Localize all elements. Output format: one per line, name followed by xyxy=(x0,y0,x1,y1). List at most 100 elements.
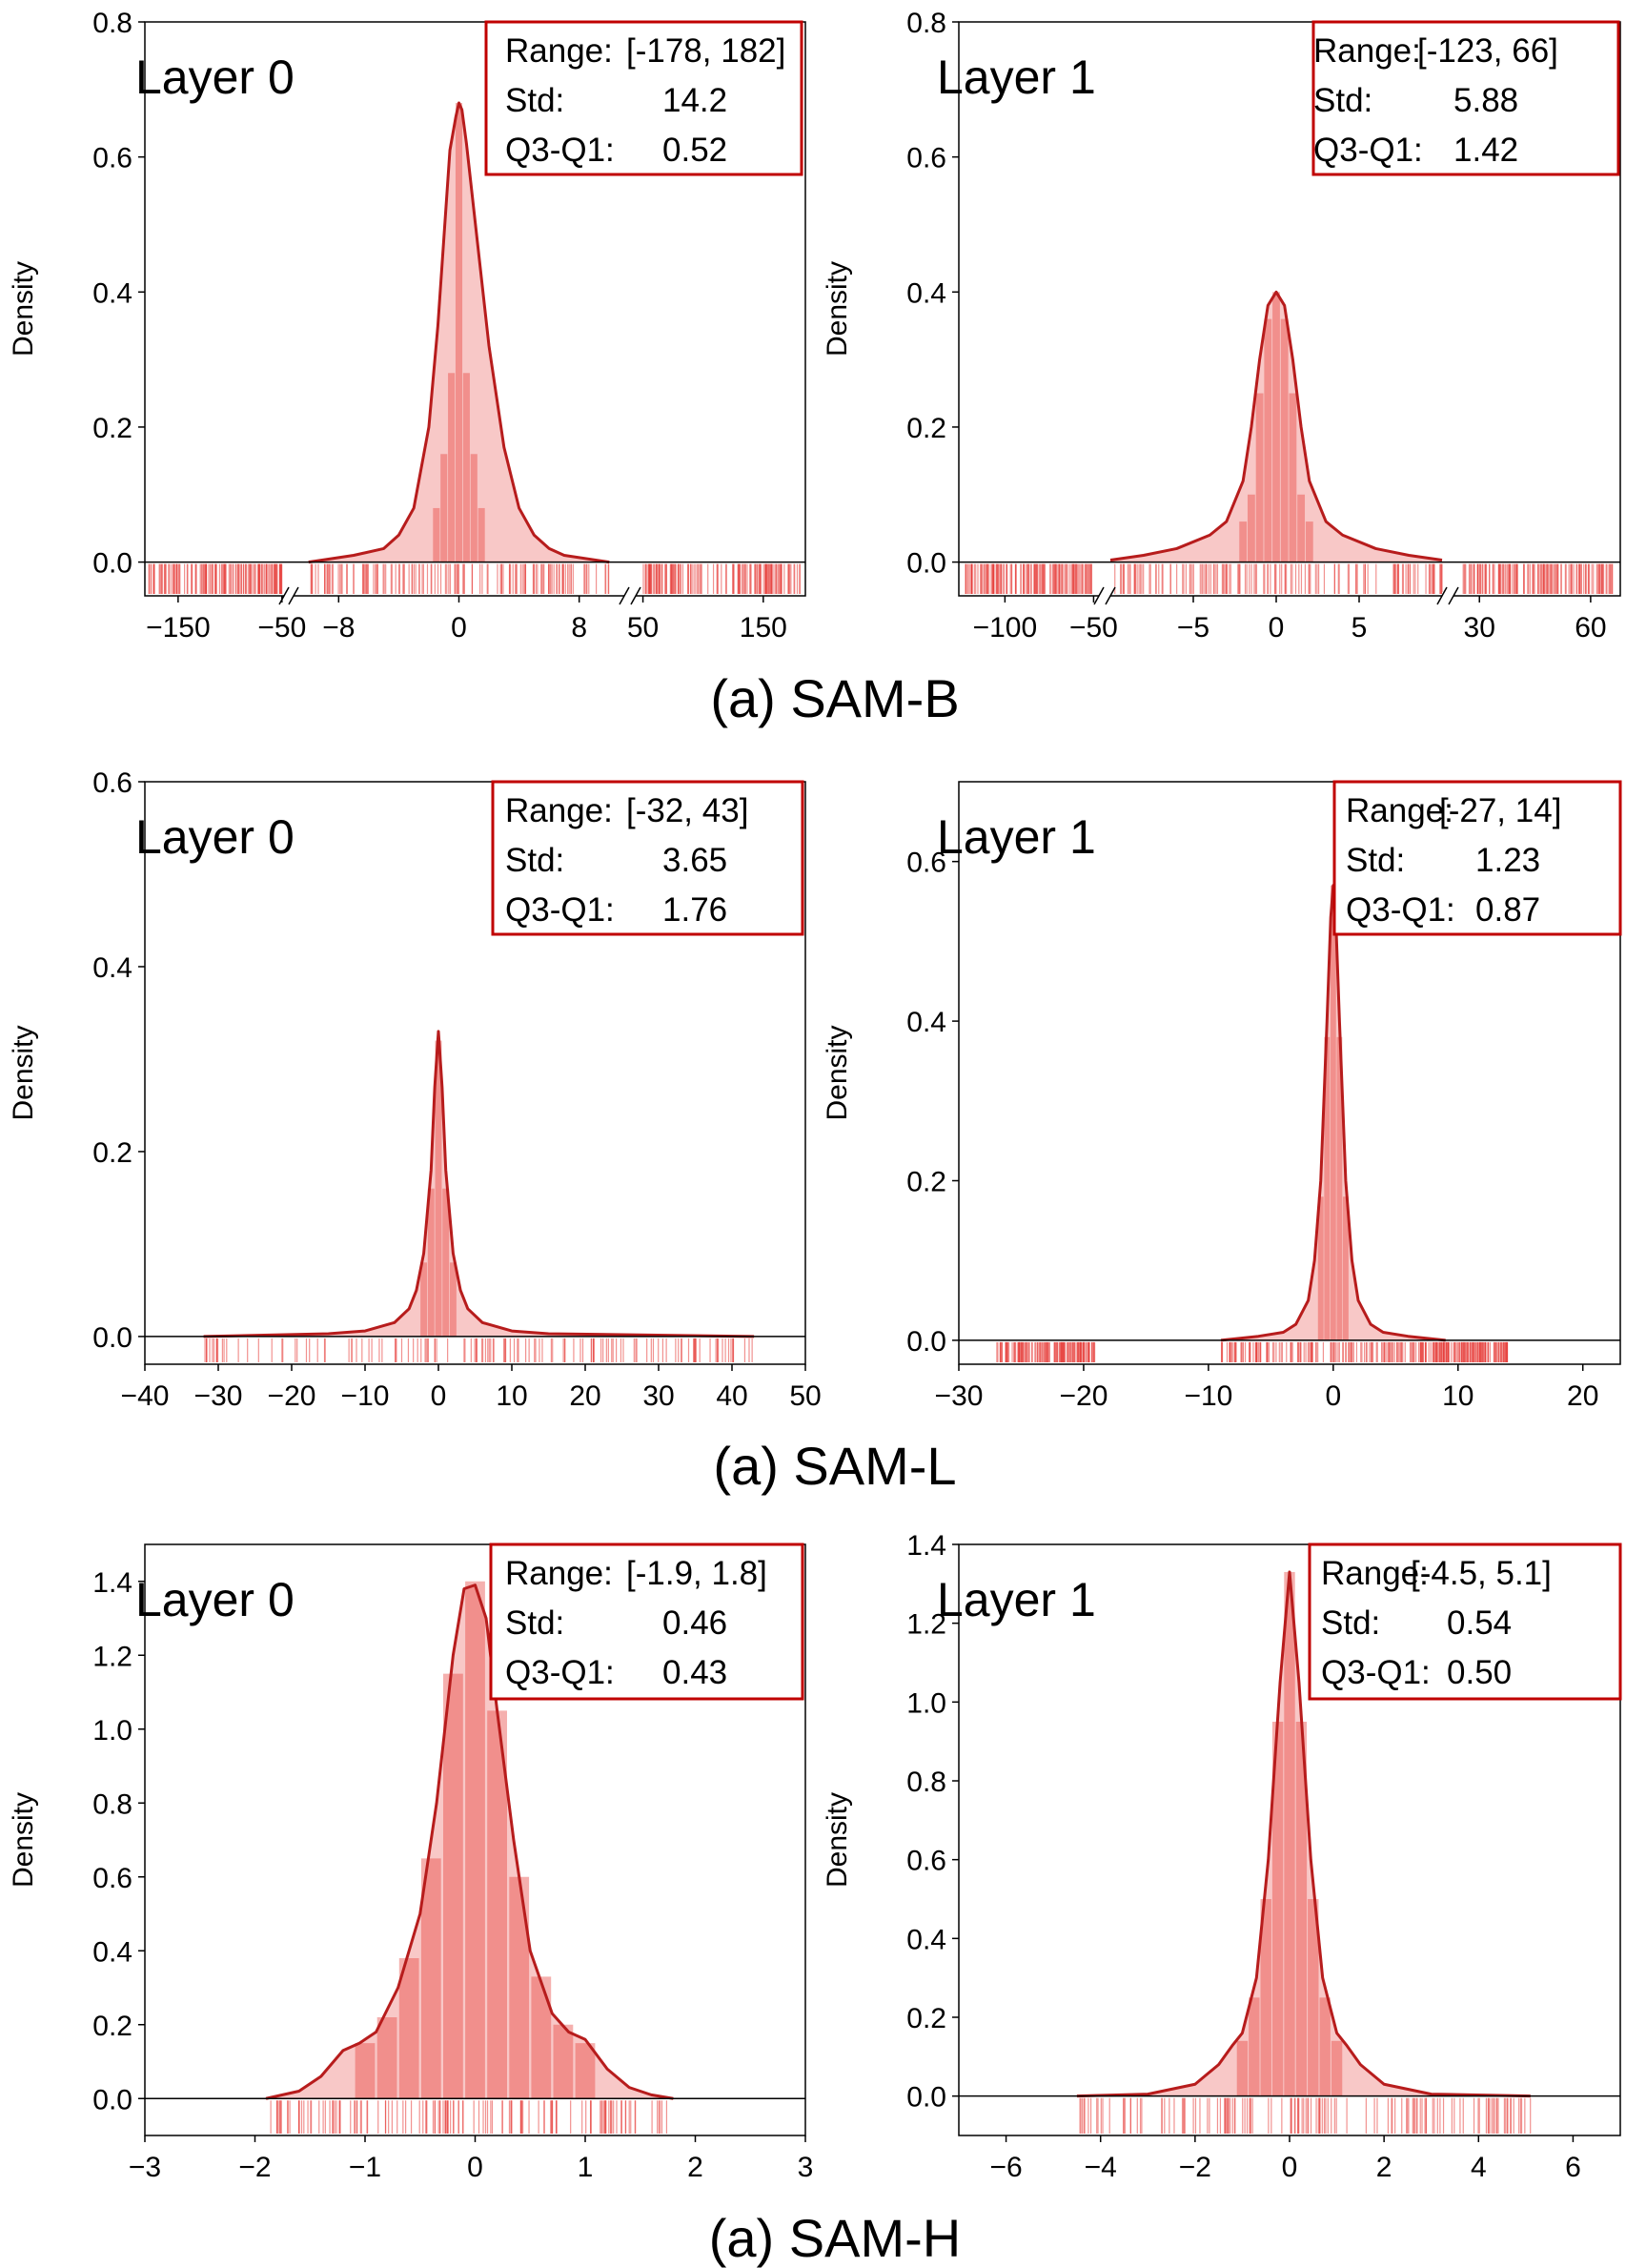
hist-bar xyxy=(553,2024,574,2099)
y-tick-label: 0.4 xyxy=(92,1936,132,1968)
hist-bar xyxy=(1280,318,1289,562)
stat-label: Std: xyxy=(1321,1604,1380,1642)
x-tick-label: −20 xyxy=(268,1380,316,1412)
y-tick-label: 0.2 xyxy=(92,2011,132,2042)
y-tick-label: 0.4 xyxy=(92,277,132,309)
x-tick-label: 3 xyxy=(798,2152,814,2183)
hist-bar xyxy=(531,1976,552,2099)
rug-marks xyxy=(204,1338,753,1362)
chart-sam-h-layer-1: 0.0 0.2 0.4 0.6 0.8 1.0 1.2 1.4 −6 −4 −2 0 2 4 6 Densit… xyxy=(822,1530,1622,2183)
hist-bar xyxy=(1295,1722,1308,2096)
stat-label: Range: xyxy=(1321,1555,1429,1592)
hist-bar xyxy=(1342,1196,1349,1340)
plot-frame xyxy=(958,21,1621,597)
hist-bar xyxy=(440,454,448,562)
caption-sam-b: (a) SAM-B xyxy=(710,668,959,728)
x-tick-label: 0 xyxy=(451,612,467,644)
kde-area xyxy=(1220,885,1446,1340)
y-tick-label: 0.8 xyxy=(906,8,946,39)
y-axis-label: Density xyxy=(8,261,39,357)
stat-label: Range: xyxy=(1313,32,1421,70)
hist-bar xyxy=(1255,393,1264,562)
hist-bar xyxy=(420,1858,441,2099)
y-tick-label: 0.4 xyxy=(906,1924,946,1955)
hist-bar xyxy=(478,507,485,562)
hist-bar xyxy=(575,2043,596,2099)
y-tick-label: 0.0 xyxy=(906,548,946,580)
x-tick-label: −50 xyxy=(1069,612,1118,644)
hist-bar xyxy=(1239,521,1248,562)
stat-label: Range: xyxy=(505,1555,613,1592)
x-tick-label: 6 xyxy=(1565,2152,1581,2183)
stat-value: 1.76 xyxy=(662,891,727,929)
y-tick-label: 0.0 xyxy=(906,2082,946,2114)
stats-box: Range: [-178, 182] Std: 14.2 Q3-Q1: 0.52 xyxy=(484,20,803,176)
hist-bar xyxy=(442,1188,450,1337)
x-tick-label: 0 xyxy=(431,1380,447,1412)
kde-curve xyxy=(203,1030,755,1338)
y-tick-label: 0.0 xyxy=(906,1326,946,1358)
hist-bar xyxy=(427,1188,435,1337)
plot-area xyxy=(148,101,801,594)
plot-frame xyxy=(144,781,806,1365)
stat-value: [-4.5, 5.1] xyxy=(1411,1555,1552,1592)
chart-sam-l-layer-1: 0.0 0.2 0.4 0.6 −30 −20 −10 0 10 20 Density Layer 1… xyxy=(822,780,1622,1412)
y-axis-label: Density xyxy=(8,1792,39,1888)
hist-bar xyxy=(1324,1036,1331,1340)
y-tick-label: 0.6 xyxy=(92,143,132,174)
hist-bar xyxy=(1319,1997,1331,2096)
y-tick-label: 1.4 xyxy=(92,1567,132,1599)
x-tick-label: −3 xyxy=(129,2152,161,2183)
x-tick-label: −50 xyxy=(257,612,306,644)
hist-bar xyxy=(455,102,463,562)
hist-bar xyxy=(1330,885,1336,1340)
x-tick-label: −100 xyxy=(973,612,1038,644)
stat-value: [-27, 14] xyxy=(1439,792,1561,829)
y-tick-label: 0.2 xyxy=(906,2003,946,2034)
hist-bar xyxy=(1264,318,1272,562)
x-tick-label: 1 xyxy=(578,2152,594,2183)
stat-label: Std: xyxy=(505,1604,564,1642)
stat-label: Range: xyxy=(505,792,613,829)
stat-label: Q3-Q1: xyxy=(505,891,615,929)
kde-curve xyxy=(308,101,610,564)
plot-frame xyxy=(958,781,1621,1365)
hist-bar xyxy=(449,1262,457,1337)
hist-bar xyxy=(462,373,470,562)
y-tick-label: 0.8 xyxy=(92,8,132,39)
stat-value: [-178, 182] xyxy=(626,32,785,70)
stat-label: Std: xyxy=(505,82,564,119)
y-tick-label: 0.2 xyxy=(92,1137,132,1169)
stat-label: Range: xyxy=(1346,792,1453,829)
y-tick-label: 0.0 xyxy=(92,548,132,580)
y-tick-label: 1.2 xyxy=(906,1609,946,1641)
y-tick-label: 0.6 xyxy=(906,143,946,174)
stat-value: 0.54 xyxy=(1447,1604,1512,1642)
x-tick-label: 8 xyxy=(571,612,587,644)
stat-value: [-123, 66] xyxy=(1417,32,1558,70)
hist-bar xyxy=(509,1876,530,2099)
plot-area xyxy=(965,290,1614,594)
stat-value: 3.65 xyxy=(662,842,727,879)
y-tick-label: 0.4 xyxy=(906,277,946,309)
hist-bar xyxy=(1260,1899,1271,2096)
x-tick-label: 10 xyxy=(496,1380,527,1412)
chart-panels: 0.00.20.40.60.8−150 −50 −8 0 8 50 150DensityLa… xyxy=(8,8,1622,2183)
stats-box: Range: [-1.9, 1.8] Std: 0.46 Q3-Q1: 0.43 xyxy=(489,1543,804,1701)
y-tick-label: 1.2 xyxy=(92,1641,132,1672)
x-tick-label: 50 xyxy=(627,612,659,644)
x-tick-label: −8 xyxy=(322,612,355,644)
stat-label: Range: xyxy=(505,32,613,70)
x-tick-label: −4 xyxy=(1085,2152,1117,2183)
x-tick-label: −1 xyxy=(349,2152,381,2183)
rug-marks xyxy=(965,563,1614,594)
y-tick-label: 0.4 xyxy=(92,952,132,984)
x-tick-label: 20 xyxy=(1567,1380,1598,1412)
hist-bar xyxy=(435,1040,442,1337)
stat-label: Q3-Q1: xyxy=(505,132,615,169)
plot-area xyxy=(1076,1570,1532,2134)
y-tick-label: 1.4 xyxy=(906,1530,946,1562)
hist-bar xyxy=(420,1262,428,1337)
layer-title: Layer 0 xyxy=(135,51,295,104)
hist-bar xyxy=(398,1958,419,2099)
